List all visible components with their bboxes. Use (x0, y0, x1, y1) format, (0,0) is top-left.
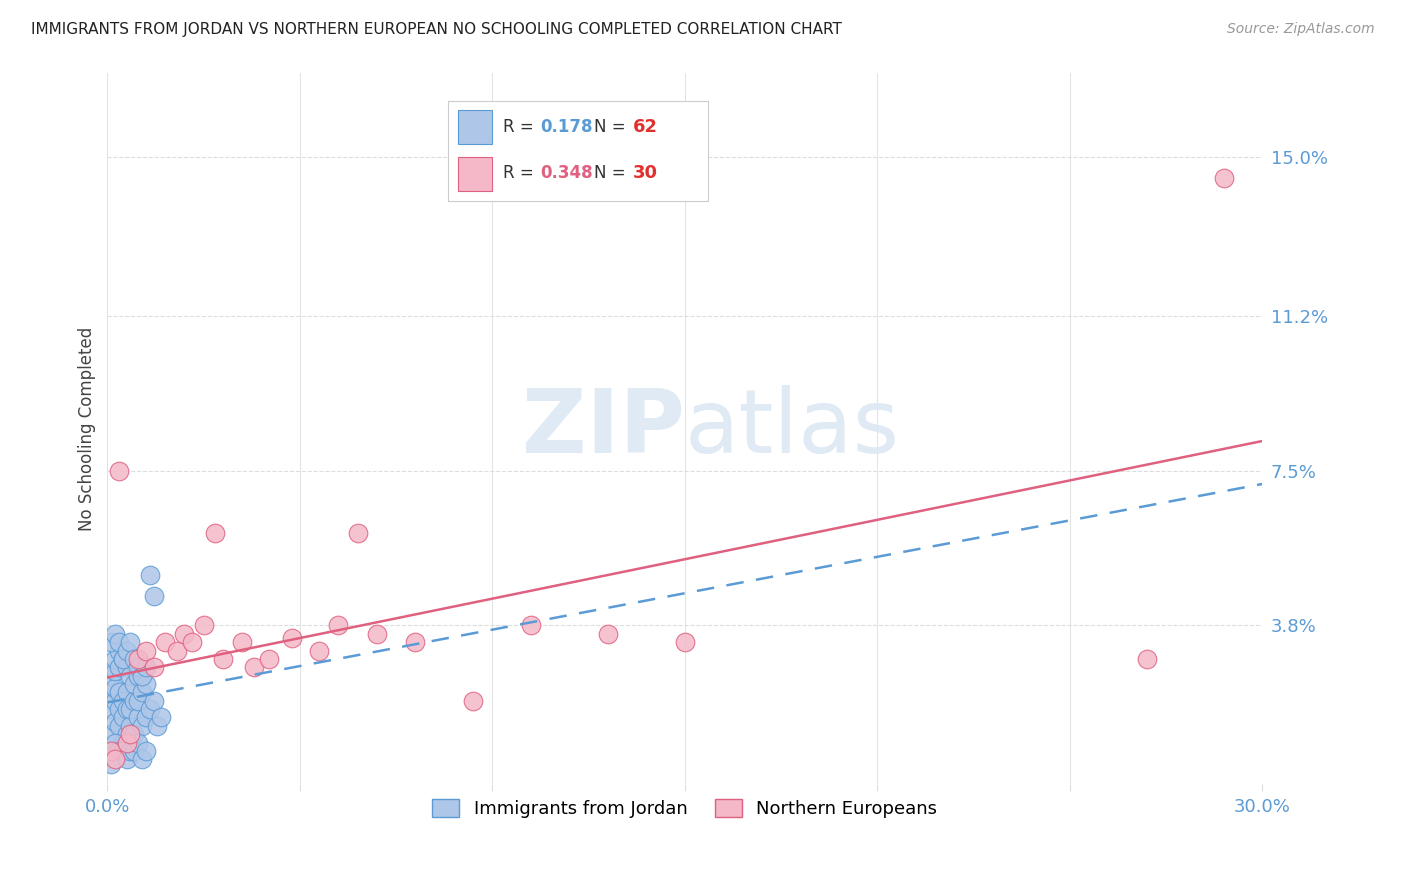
Text: IMMIGRANTS FROM JORDAN VS NORTHERN EUROPEAN NO SCHOOLING COMPLETED CORRELATION C: IMMIGRANTS FROM JORDAN VS NORTHERN EUROP… (31, 22, 842, 37)
Point (231, 635, 253, 649)
Point (166, 643, 188, 657)
Point (100, 727, 122, 741)
Point (124, 727, 146, 741)
Point (131, 685, 153, 699)
Point (193, 618, 215, 632)
Point (108, 719, 131, 733)
Point (520, 618, 543, 632)
Point (108, 702, 131, 716)
Point (120, 635, 142, 649)
Point (308, 643, 330, 657)
Point (131, 752, 153, 766)
Point (127, 710, 149, 724)
Point (242, 660, 264, 674)
Point (135, 710, 157, 724)
Point (120, 668, 142, 682)
Point (173, 627, 195, 641)
Point (181, 635, 204, 649)
Point (108, 635, 131, 649)
Point (124, 694, 146, 708)
Text: atlas: atlas (685, 385, 900, 472)
Point (120, 744, 142, 758)
Point (120, 719, 142, 733)
Point (108, 685, 131, 699)
Point (127, 668, 149, 682)
Point (100, 635, 122, 649)
Point (111, 735, 134, 749)
Point (127, 694, 149, 708)
Point (257, 652, 280, 666)
Point (127, 735, 149, 749)
Point (142, 660, 165, 674)
Point (142, 589, 165, 603)
Point (461, 694, 484, 708)
Legend: Immigrants from Jordan, Northern Europeans: Immigrants from Jordan, Northern Europea… (425, 791, 945, 825)
Point (100, 744, 122, 758)
Text: ZIP: ZIP (522, 385, 685, 472)
Point (104, 665, 127, 679)
Point (124, 652, 146, 666)
Point (115, 685, 138, 699)
Point (135, 744, 157, 758)
Point (1136, 652, 1159, 666)
Point (120, 727, 142, 741)
Point (104, 752, 127, 766)
Point (104, 694, 127, 708)
Point (115, 660, 138, 674)
Point (104, 652, 127, 666)
Point (100, 685, 122, 699)
Point (346, 526, 368, 541)
Point (111, 744, 134, 758)
Point (108, 643, 131, 657)
Point (100, 756, 122, 771)
Point (212, 652, 235, 666)
Point (204, 526, 226, 541)
Point (120, 702, 142, 716)
Point (366, 627, 388, 641)
Point (328, 618, 350, 632)
Point (135, 643, 157, 657)
Point (104, 714, 127, 729)
Point (124, 744, 146, 758)
Point (108, 660, 131, 674)
Point (150, 710, 173, 724)
Point (104, 735, 127, 749)
Point (100, 702, 122, 716)
Point (100, 668, 122, 682)
Point (111, 652, 134, 666)
Point (115, 735, 138, 749)
Point (115, 752, 138, 766)
Point (138, 702, 160, 716)
Point (596, 627, 619, 641)
Point (111, 694, 134, 708)
Point (104, 681, 127, 695)
Point (153, 635, 176, 649)
Point (111, 652, 134, 666)
Point (108, 464, 131, 478)
Point (131, 719, 153, 733)
Point (104, 627, 127, 641)
Point (146, 719, 169, 733)
Point (115, 702, 138, 716)
Point (131, 668, 153, 682)
Point (127, 652, 149, 666)
Y-axis label: No Schooling Completed: No Schooling Completed (79, 326, 96, 531)
Text: Source: ZipAtlas.com: Source: ZipAtlas.com (1227, 22, 1375, 37)
Point (135, 677, 157, 691)
Point (127, 660, 149, 674)
Point (135, 660, 157, 674)
Point (1212, 170, 1234, 185)
Point (100, 744, 122, 758)
Point (115, 643, 138, 657)
Point (108, 744, 131, 758)
Point (124, 677, 146, 691)
Point (115, 727, 138, 741)
Point (111, 710, 134, 724)
Point (673, 635, 696, 649)
Point (281, 631, 304, 645)
Point (404, 635, 426, 649)
Point (138, 568, 160, 582)
Point (142, 694, 165, 708)
